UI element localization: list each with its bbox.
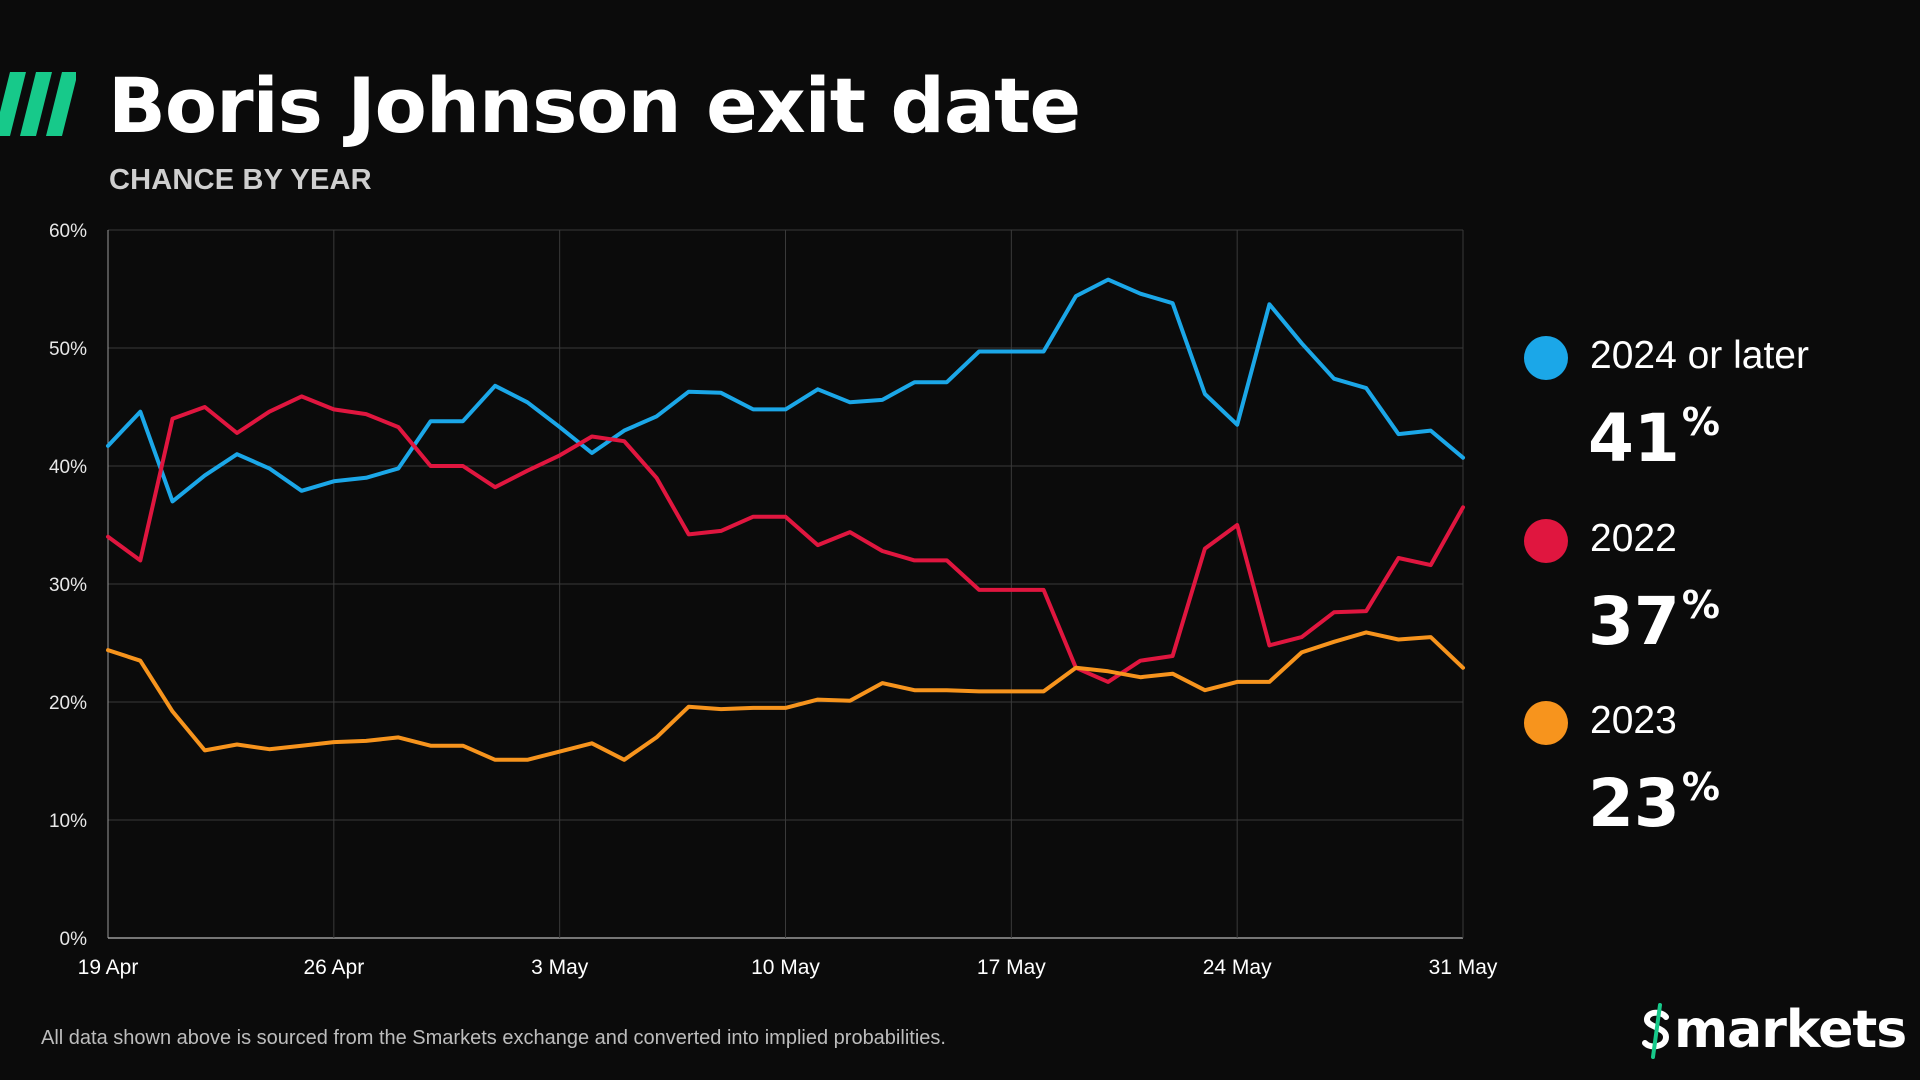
- x-tick-label: 10 May: [751, 956, 820, 979]
- x-tick-label: 17 May: [977, 956, 1046, 979]
- smarkets-logo: markets: [1640, 995, 1907, 1065]
- series-line-2023: [106, 630, 1465, 762]
- chart-axes: 0% 10% 20% 30% 40% 50% 60% 19 Apr 26 Apr 3 May 10 …: [49, 221, 1498, 979]
- smarkets-s-icon: [1642, 1003, 1670, 1059]
- chart-legend: 2024 or later 41% 2022 37% 2023 23%: [1524, 330, 1904, 850]
- legend-series-value: 23%: [1588, 749, 1720, 842]
- series-line-2024-or-later: [106, 277, 1465, 504]
- brand-stripes-icon: [0, 72, 76, 136]
- legend-series-name: 2024 or later: [1590, 334, 1809, 377]
- chart-series: [106, 277, 1465, 762]
- legend-item-2023: 2023 23%: [1524, 695, 1904, 842]
- legend-dot-icon: [1524, 701, 1568, 745]
- legend-value-number: 41: [1588, 400, 1680, 477]
- smarkets-wordmark: markets: [1674, 1000, 1907, 1060]
- chart-grid: [107, 229, 1464, 939]
- x-tick-label: 31 May: [1429, 956, 1498, 979]
- legend-value-unit: %: [1681, 400, 1720, 444]
- x-tick-label: 19 Apr: [78, 956, 139, 979]
- legend-series-name: 2023: [1590, 699, 1677, 742]
- legend-item-2024-or-later: 2024 or later 41%: [1524, 330, 1904, 477]
- x-tick-label: 3 May: [531, 956, 589, 979]
- page-title: Boris Johnson exit date: [108, 61, 1081, 150]
- y-tick-label: 60%: [49, 221, 87, 242]
- y-tick-label: 50%: [49, 339, 87, 360]
- legend-value-unit: %: [1681, 583, 1720, 627]
- legend-dot-icon: [1524, 336, 1568, 380]
- legend-series-value: 41%: [1588, 384, 1720, 477]
- legend-series-value: 37%: [1588, 567, 1720, 660]
- legend-series-name: 2022: [1590, 517, 1677, 560]
- legend-value-number: 37: [1588, 583, 1680, 660]
- y-tick-label: 10%: [49, 811, 87, 832]
- x-tick-label: 24 May: [1203, 956, 1272, 979]
- y-tick-label: 40%: [49, 457, 87, 478]
- legend-value-number: 23: [1588, 765, 1680, 842]
- series-line-2022: [106, 394, 1465, 684]
- y-tick-label: 20%: [49, 693, 87, 714]
- line-chart: 0% 10% 20% 30% 40% 50% 60% 19 Apr 26 Apr 3 May 10 …: [49, 221, 1498, 979]
- source-footnote: All data shown above is sourced from the…: [41, 1027, 946, 1049]
- legend-value-unit: %: [1681, 765, 1720, 809]
- legend-item-2022: 2022 37%: [1524, 513, 1904, 660]
- y-tick-label: 0%: [60, 929, 88, 950]
- legend-dot-icon: [1524, 519, 1568, 563]
- x-tick-label: 26 Apr: [303, 956, 364, 979]
- page-subtitle: CHANCE BY YEAR: [109, 164, 372, 196]
- y-tick-label: 30%: [49, 575, 87, 596]
